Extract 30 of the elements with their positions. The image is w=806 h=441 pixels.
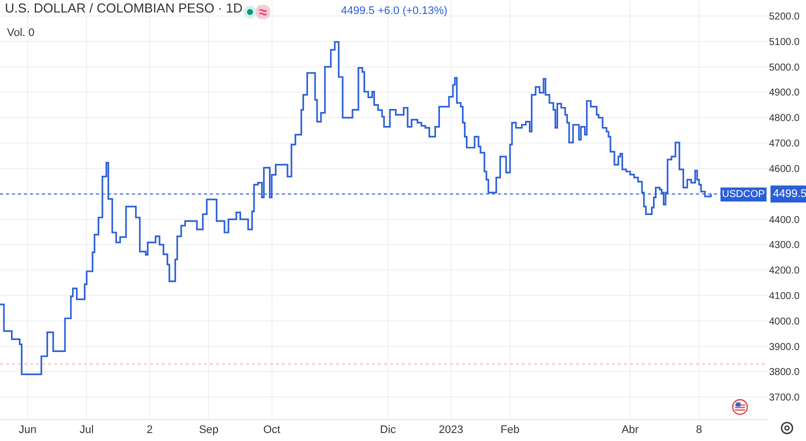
y-tick-label: 3800.0 [769,367,800,378]
y-tick-label: 5000.0 [769,62,800,74]
y-tick-label: 4000.0 [769,316,800,328]
annotation: 4499.5 [773,188,806,200]
y-tick-label: 3700.0 [769,392,800,404]
x-tick-label: Jun [18,424,36,436]
y-tick-label: 4600.0 [769,164,800,175]
x-tick-label: Jul [80,424,94,436]
x-tick-label: 2 [146,424,153,436]
x-tick-label: Abr [622,424,640,436]
ref-line-label: USDCOP [722,189,766,200]
y-tick-label: 4400.0 [769,214,800,226]
x-tick-label: Sep [198,424,219,436]
y-tick-label: 4900.0 [769,88,800,99]
y-tick-label: 4700.0 [769,138,800,150]
x-tick-label: Dic [380,424,396,436]
y-tick-label: 4800.0 [769,113,800,124]
y-tick-label: 4200.0 [769,266,800,277]
annotation: 4499.5 +6.0 (+0.13%) [341,5,448,17]
x-tick-label: 8 [696,424,702,436]
y-tick-label: 5100.0 [769,36,800,48]
x-tick-label: Feb [500,424,520,436]
x-tick-label: Oct [263,424,280,436]
x-tick-label: 2023 [438,424,464,436]
y-tick-label: 3900.0 [769,342,800,353]
chart-title: U.S. DOLLAR / COLOMBIAN PESO · 1D [4,0,243,16]
y-tick-label: 4300.0 [769,240,800,252]
annotation: Vol. 0 [7,27,35,39]
y-tick-label: 5200.0 [769,12,800,23]
y-tick-label: 4100.0 [769,291,800,302]
